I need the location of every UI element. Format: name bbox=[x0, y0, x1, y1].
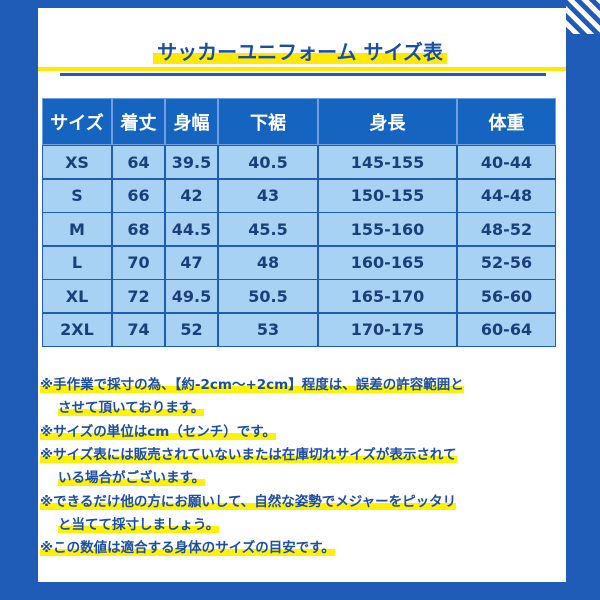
table-cell: 40.5 bbox=[218, 145, 318, 179]
table-cell: 44.5 bbox=[165, 212, 218, 246]
header-cell: 着丈 bbox=[112, 98, 165, 145]
table-cell: 70 bbox=[112, 245, 165, 280]
note-line: ※サイズの単位はcm（センチ）です。 bbox=[40, 420, 276, 440]
table-cell: 42 bbox=[165, 178, 218, 213]
table-cell: 68 bbox=[112, 212, 165, 246]
header-cell: サイズ bbox=[42, 98, 112, 145]
table-cell: 60-64 bbox=[457, 312, 556, 347]
note-text: いる場合がございます。 bbox=[58, 470, 206, 487]
note-text: ※手作業で採寸の為、【約-2cm〜+2cm】程度は、誤差の許容範囲と bbox=[40, 377, 464, 393]
table-cell: 45.5 bbox=[218, 212, 318, 246]
table-cell: 48 bbox=[218, 245, 318, 280]
note-line: ※この数値は適合する身体のサイズの目安です。 bbox=[40, 536, 335, 557]
corner-stripe bbox=[566, 0, 600, 34]
note-text: と当てて採寸しましょう。 bbox=[58, 516, 220, 533]
table-cell: 49.5 bbox=[165, 279, 218, 313]
table-cell: 43 bbox=[218, 178, 318, 213]
title-rule bbox=[60, 73, 546, 76]
table-cell: 47 bbox=[165, 245, 218, 280]
table-cell: 48-52 bbox=[457, 212, 556, 246]
title-text: サッカーユニフォーム サイズ表 bbox=[153, 40, 447, 64]
note-line: と当てて採寸しましょう。 bbox=[40, 513, 220, 533]
table-cell: 170-175 bbox=[318, 312, 457, 347]
table-cell: 53 bbox=[218, 312, 318, 347]
table-cell: 72 bbox=[112, 279, 165, 313]
table-cell: 165-170 bbox=[318, 279, 457, 313]
table-cell: 150-155 bbox=[318, 178, 457, 213]
table-cell: 50.5 bbox=[218, 279, 318, 313]
table-cell: 74 bbox=[112, 312, 165, 347]
table-cell: 39.5 bbox=[165, 145, 218, 179]
size-cell: S bbox=[42, 178, 112, 213]
header-cell: 体重 bbox=[457, 98, 556, 145]
table-cell: 64 bbox=[112, 145, 165, 179]
note-line: ※手作業で採寸の為、【約-2cm〜+2cm】程度は、誤差の許容範囲と bbox=[40, 373, 464, 393]
size-cell: L bbox=[42, 245, 112, 280]
note-line: いる場合がございます。 bbox=[40, 466, 206, 487]
header-cell: 下裾 bbox=[218, 98, 318, 145]
note-line: させて頂いております。 bbox=[40, 396, 205, 417]
note-text: ※この数値は適合する身体のサイズの目安です。 bbox=[40, 540, 335, 557]
note-text: ※サイズ表には販売されていないまたは在庫切れサイズが表示されて bbox=[40, 446, 457, 463]
title-rule bbox=[38, 67, 566, 71]
table-cell: 145-155 bbox=[318, 145, 457, 179]
note-text: ※できるだけ他の方にお願いして、自然な姿勢でメジャーをピッタリ bbox=[40, 493, 457, 510]
header-cell: 身幅 bbox=[165, 98, 218, 145]
table-cell: 155-160 bbox=[318, 212, 457, 246]
table-cell: 66 bbox=[112, 178, 165, 213]
title: サッカーユニフォーム サイズ表 bbox=[0, 36, 600, 65]
table-cell: 52 bbox=[165, 312, 218, 347]
header-cell: 身長 bbox=[318, 98, 457, 145]
size-cell: XL bbox=[42, 279, 112, 313]
table-cell: 52-56 bbox=[457, 245, 556, 280]
size-cell: XS bbox=[42, 145, 112, 179]
note-line: ※サイズ表には販売されていないまたは在庫切れサイズが表示されて bbox=[40, 443, 457, 463]
table-cell: 40-44 bbox=[457, 145, 556, 179]
table-cell: 56-60 bbox=[457, 279, 556, 313]
note-text: ※サイズの単位はcm（センチ）です。 bbox=[40, 423, 276, 440]
size-cell: M bbox=[42, 212, 112, 246]
note-line: ※できるだけ他の方にお願いして、自然な姿勢でメジャーをピッタリ bbox=[40, 490, 457, 510]
size-cell: 2XL bbox=[42, 312, 112, 347]
note-text: させて頂いております。 bbox=[58, 400, 205, 417]
table-cell: 160-165 bbox=[318, 245, 457, 280]
table-cell: 44-48 bbox=[457, 178, 556, 213]
